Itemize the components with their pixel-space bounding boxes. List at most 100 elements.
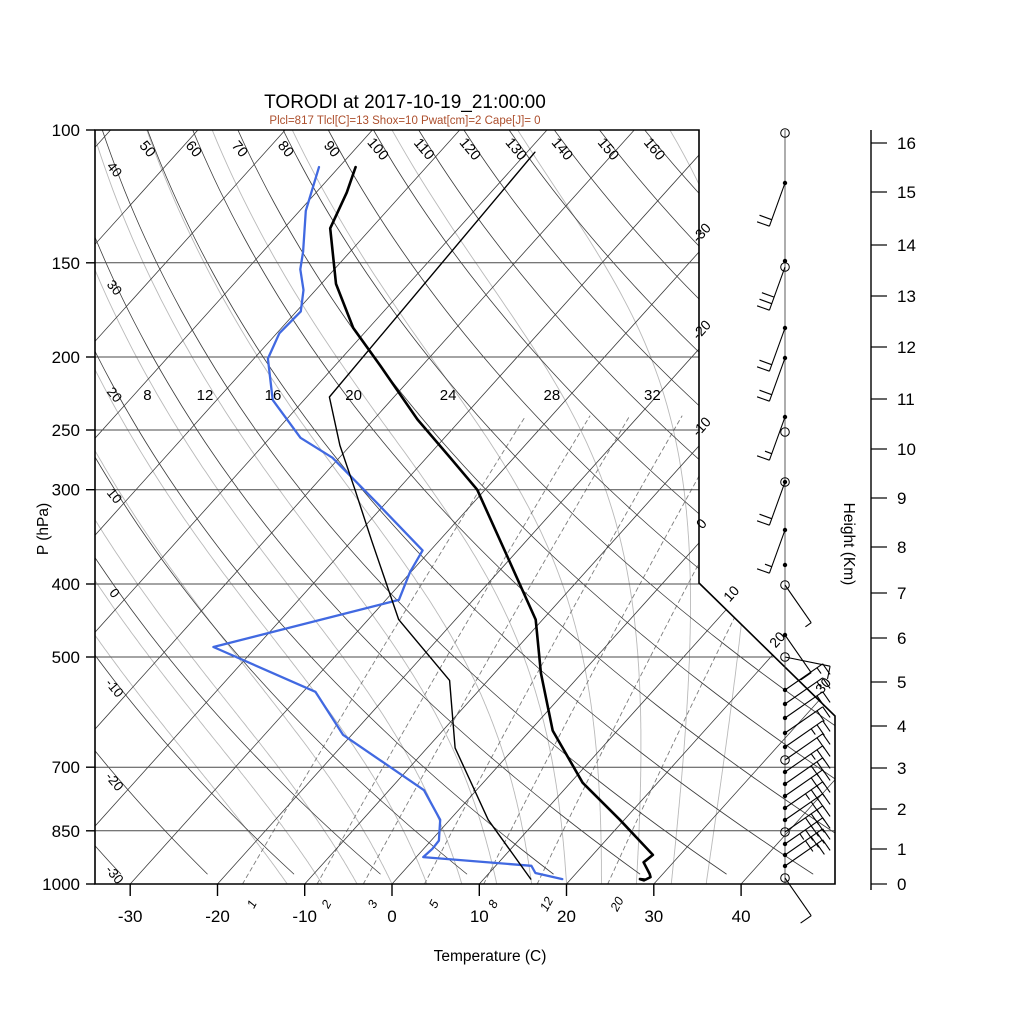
mixing-ratio-line — [483, 415, 733, 884]
sounding-indices-subtitle: Plcl=817 Tlcl[C]=13 Shox=10 Pwat[cm]=2 C… — [269, 115, 541, 127]
wind-barb — [784, 634, 812, 681]
dry-adiabat-line — [599, 130, 835, 875]
isotherm-line — [304, 130, 835, 884]
barb-level-dot — [782, 632, 788, 638]
pressure-tick-label: 850 — [52, 822, 80, 841]
moist-adiabat-label: 32 — [644, 387, 661, 404]
mixing-ratio-label: 12 — [537, 895, 556, 914]
wind-barb — [784, 584, 812, 628]
mixing-ratio-label: 20 — [607, 895, 626, 915]
barb-level-dot — [782, 841, 788, 847]
wind-barb — [784, 677, 831, 705]
mixing-ratio-label: 1 — [244, 898, 260, 911]
wind-barb — [784, 691, 831, 719]
barb-level-dot — [782, 817, 788, 823]
height-tick-label: 6 — [897, 629, 906, 648]
isotherm-line — [0, 130, 23, 884]
wind-barb — [784, 877, 812, 924]
moist-adiabat-label: 28 — [544, 387, 561, 404]
x-axis-title: Temperature (C) — [433, 948, 547, 965]
pressure-tick-label: 400 — [52, 575, 80, 594]
barb-level-dot — [782, 479, 788, 485]
moist-adiabat — [285, 130, 602, 884]
barb-level-dot — [782, 180, 788, 186]
wind-barb — [756, 182, 786, 227]
isotherm-line — [95, 130, 373, 884]
temperature-tick-label: -30 — [118, 907, 143, 926]
dry-adiabat-line — [373, 130, 835, 875]
wind-barb — [756, 266, 786, 311]
dry-adiabat-label-top: 160 — [640, 135, 668, 164]
isotherm-line — [129, 130, 810, 884]
isotherm-line — [478, 130, 835, 884]
barb-level-circle — [780, 652, 790, 662]
mixing-ratio-line — [536, 415, 779, 884]
barb-level-dot — [782, 414, 788, 420]
isotherm-line — [95, 130, 548, 884]
temperature-tick-label: 0 — [387, 907, 396, 926]
mixing-ratio-line — [424, 415, 683, 884]
moist-adiabat-label: 20 — [345, 387, 362, 404]
isotherm-line — [391, 130, 835, 884]
height-tick-label: 16 — [897, 134, 916, 153]
dry-adiabat-line — [418, 130, 835, 875]
isotherm-line — [566, 130, 835, 884]
page-title: TORODI at 2017-10-19_21:00:00 — [264, 92, 546, 113]
barb-level-dot — [782, 687, 788, 693]
dry-adiabat-line — [95, 130, 468, 875]
barb-level-dot — [782, 805, 788, 811]
temperature-tick-label: 40 — [732, 907, 751, 926]
wind-barb — [756, 529, 786, 574]
isotherm-label-right: 0 — [693, 515, 710, 532]
dry-adiabat-label-top: 90 — [320, 138, 343, 161]
dry-adiabat-label-left: 0 — [106, 585, 122, 600]
isotherm-label-right: -20 — [689, 317, 715, 343]
dry-adiabat-line — [147, 130, 814, 875]
wind-barb — [756, 416, 786, 461]
dry-adiabat-label-top: 80 — [274, 138, 297, 161]
isotherm-line — [217, 130, 835, 884]
pressure-tick-label: 500 — [52, 648, 80, 667]
dry-adiabat-line — [101, 130, 727, 875]
wind-barb — [784, 663, 831, 691]
barb-level-dot — [782, 562, 788, 568]
mixing-ratio-line — [316, 415, 591, 884]
barb-level-circle — [780, 427, 790, 437]
isotherm-label-right: -10 — [689, 414, 715, 440]
height-tick-label: 9 — [897, 489, 906, 508]
barb-level-dot — [782, 769, 788, 775]
dry-adiabat-label-top: 150 — [594, 135, 622, 164]
dry-adiabat-line — [282, 130, 835, 875]
isotherm-label-right: -30 — [689, 220, 715, 246]
barb-level-circle — [780, 873, 790, 883]
dry-adiabat-line — [95, 130, 641, 875]
moist-adiabat — [141, 130, 533, 884]
parcel-curve — [328, 151, 536, 880]
mixing-ratio-line — [242, 415, 527, 884]
dewpoint-curve — [212, 165, 564, 881]
dry-adiabat-line — [95, 130, 208, 875]
moist-adiabat — [508, 130, 691, 884]
barb-level-dot — [782, 793, 788, 799]
mixing-ratio-label: 2 — [318, 898, 334, 912]
dry-adiabat-label-top: 130 — [502, 135, 530, 164]
temperature-tick-label: -20 — [205, 907, 230, 926]
moist-adiabat — [384, 130, 642, 884]
barb-level-dot — [782, 852, 788, 858]
temperature-tick-label: 10 — [470, 907, 489, 926]
height-tick-label: 3 — [897, 759, 906, 778]
isotherm-line — [95, 130, 635, 884]
mixing-ratio-line — [607, 415, 835, 884]
dry-adiabat-line — [327, 130, 835, 875]
moist-adiabat-label: 24 — [440, 387, 457, 404]
barb-level-dot — [782, 701, 788, 707]
dry-adiabat-label-top: 60 — [182, 138, 205, 161]
moist-adiabat — [95, 130, 288, 884]
pressure-tick-label: 250 — [52, 421, 80, 440]
dry-adiabat-line — [192, 130, 835, 875]
dry-adiabat-label-left: 40 — [104, 159, 125, 180]
height-tick-label: 15 — [897, 183, 916, 202]
height-tick-label: 7 — [897, 584, 906, 603]
